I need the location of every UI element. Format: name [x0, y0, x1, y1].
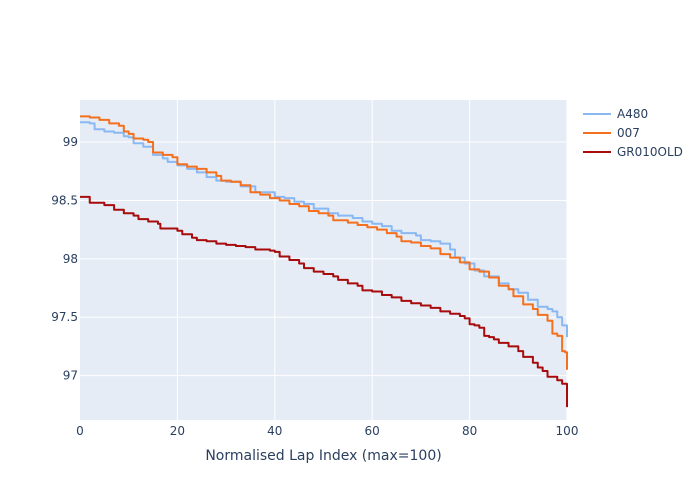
series-lines	[80, 115, 568, 408]
x-tick-label: 80	[462, 424, 477, 438]
series-line-007	[80, 115, 568, 370]
legend-item-007[interactable]: 007	[583, 126, 640, 140]
x-axis-label: Normalised Lap Index (max=100)	[205, 448, 441, 464]
series-line-gr010old	[80, 195, 568, 408]
legend[interactable]: A480 007 GR010OLD	[583, 107, 683, 159]
x-tick-label: 0	[76, 424, 84, 438]
legend-item-gr010old[interactable]: GR010OLD	[583, 145, 683, 159]
y-tick-label: 98	[63, 252, 78, 266]
y-tick-label: 99	[63, 135, 78, 149]
axis-ticks: 0 20 40 60 80 100 97 97.5 98 98.5 99	[51, 135, 578, 438]
x-tick-label: 40	[267, 424, 282, 438]
y-tick-label: 97.5	[51, 310, 78, 324]
x-tick-label: 100	[556, 424, 579, 438]
y-tick-label: 98.5	[51, 193, 78, 207]
legend-label: A480	[617, 107, 648, 121]
legend-item-a480[interactable]: A480	[583, 107, 648, 121]
y-tick-label: 97	[63, 369, 78, 383]
grid-lines	[80, 100, 568, 420]
legend-label: GR010OLD	[617, 145, 683, 159]
x-tick-label: 20	[170, 424, 185, 438]
legend-label: 007	[617, 126, 640, 140]
x-tick-label: 60	[365, 424, 380, 438]
